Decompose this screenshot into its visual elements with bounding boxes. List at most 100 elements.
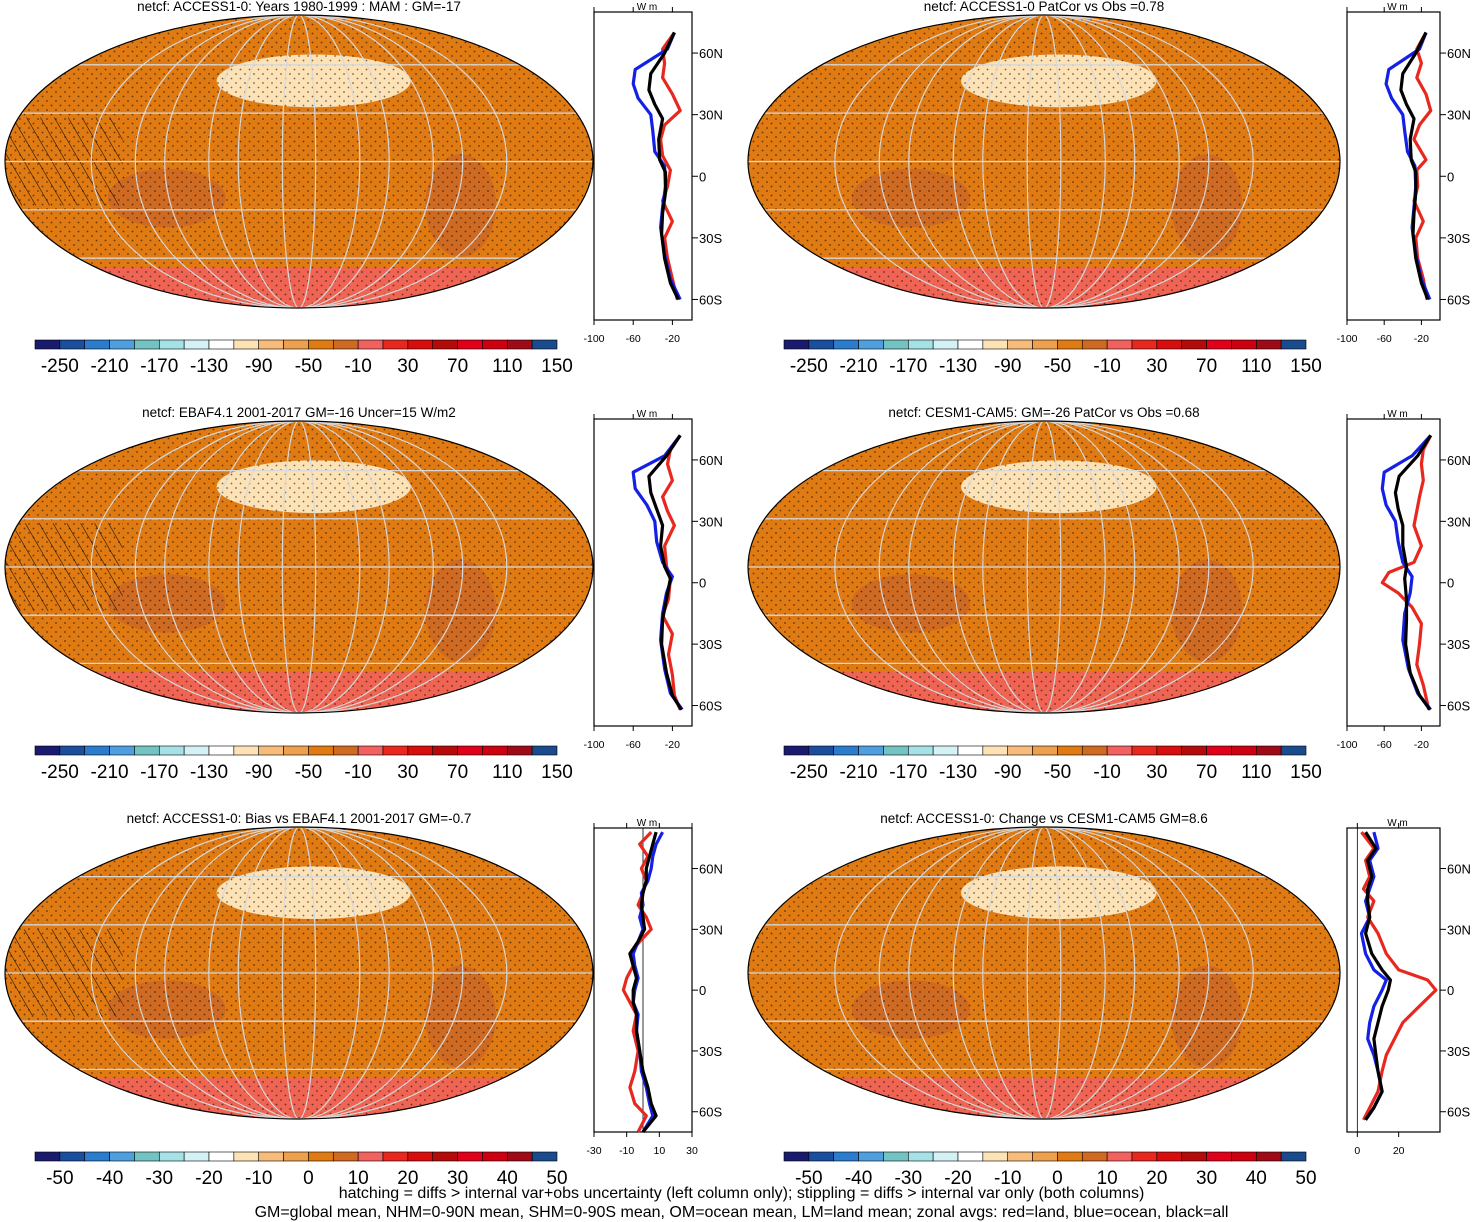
- zonal-ytick-label: 60S: [699, 292, 722, 307]
- graticule-meridian: [134, 15, 464, 308]
- colorbar-swatch: [482, 339, 508, 350]
- colorbar-swatch: [1206, 745, 1232, 756]
- panel-title: netcf: EBAF4.1 2001-2017 GM=-16 Uncer=15…: [142, 405, 456, 420]
- colorbar-swatch: [308, 1151, 334, 1162]
- zonal-xtick-label: -60: [1377, 739, 1392, 751]
- panel-5: netcf: ACCESS1-0: Bias vs EBAF4.1 2001-2…: [4, 811, 723, 1189]
- graticule-meridian: [1026, 15, 1062, 308]
- colorbar-swatch: [357, 1151, 384, 1162]
- colorbar-label: 30: [397, 356, 418, 377]
- colorbar-swatch: [1280, 339, 1307, 350]
- colorbar-swatch: [457, 745, 483, 756]
- zonal-ytick-label: 30N: [1447, 514, 1471, 529]
- graticule-meridian: [281, 421, 317, 713]
- panel-1: netcf: ACCESS1-0: Years 1980-1999 : MAM …: [4, 0, 723, 377]
- colorbar-swatch: [1255, 339, 1282, 350]
- zonal-unit-label: W m: [637, 818, 658, 829]
- zonal-ytick-label: 30S: [699, 637, 722, 652]
- colorbar-label: -10: [1093, 356, 1120, 377]
- colorbar-swatch: [907, 745, 934, 756]
- colorbar-swatch: [134, 745, 160, 756]
- colorbar-swatch: [808, 1151, 835, 1162]
- panel-3: netcf: EBAF4.1 2001-2017 GM=-16 Uncer=15…: [4, 405, 723, 783]
- zonal-series-ocean: [631, 31, 682, 301]
- colorbar-swatch: [109, 339, 135, 350]
- colorbar-swatch: [34, 339, 61, 350]
- colorbar-label: -40: [845, 1168, 872, 1189]
- graticule-meridian: [908, 827, 1180, 1119]
- zonal-ytick-label: 60N: [1447, 453, 1471, 468]
- colorbar-label: 30: [1196, 1168, 1217, 1189]
- colorbar-swatch: [1007, 745, 1033, 756]
- graticule-meridian: [982, 15, 1106, 308]
- zonal-ytick-label: 60S: [1447, 1105, 1470, 1120]
- colorbar-swatch: [233, 745, 260, 756]
- panel-2: netcf: ACCESS1-0 PatCor vs Obs =0.78 -250…: [747, 0, 1471, 377]
- map-border: [4, 826, 594, 1120]
- colorbar-swatch: [858, 745, 884, 756]
- colorbar-label: -130: [939, 356, 977, 377]
- colorbar-label: -10: [344, 762, 371, 783]
- colorbar-swatch: [208, 1151, 235, 1162]
- zonal-unit-label: W m: [1387, 2, 1408, 13]
- colorbar-swatch: [109, 1151, 135, 1162]
- colorbar-swatch: [783, 745, 810, 756]
- colorbar-swatch: [1206, 339, 1232, 350]
- colorbar-swatch: [1231, 1151, 1257, 1162]
- zonal-ytick-label: 30N: [699, 108, 723, 123]
- colorbar-swatch: [457, 1151, 483, 1162]
- graticule-meridian: [134, 421, 464, 713]
- panel-title: netcf: ACCESS1-0: Years 1980-1999 : MAM …: [137, 0, 461, 14]
- zonal-series-all: [1393, 434, 1433, 711]
- panel-title: netcf: ACCESS1-0: Bias vs EBAF4.1 2001-2…: [127, 811, 472, 826]
- colorbar-swatch: [34, 745, 61, 756]
- colorbar-swatch: [482, 1151, 508, 1162]
- colorbar-swatch: [183, 1151, 210, 1162]
- zonal-xtick-label: 30: [686, 1145, 698, 1157]
- zonal-frame: [1346, 11, 1441, 321]
- colorbar-swatch: [982, 745, 1009, 756]
- zonal-ytick-label: 30N: [1447, 108, 1471, 123]
- colorbar-swatch: [531, 339, 558, 350]
- colorbar-label: -50: [46, 1168, 73, 1189]
- zonal-xtick-label: -20: [665, 739, 680, 751]
- colorbar-swatch: [332, 1151, 359, 1162]
- zonal-series-land: [1380, 434, 1433, 710]
- colorbar-label: -10: [994, 1168, 1021, 1189]
- graticule-meridian: [878, 421, 1210, 713]
- colorbar-swatch: [1181, 339, 1207, 350]
- zonal-ytick-label: 60N: [699, 453, 723, 468]
- colorbar-swatch: [1007, 339, 1033, 350]
- colorbar-swatch: [783, 339, 810, 350]
- graticule-meridian: [834, 15, 1254, 308]
- colorbar-swatch: [506, 1151, 533, 1162]
- colorbar-swatch: [308, 339, 334, 350]
- zonal-xtick-label: -60: [626, 739, 641, 751]
- graticule-meridian: [164, 827, 434, 1119]
- colorbar-swatch: [357, 745, 384, 756]
- zonal-ytick-label: 30S: [699, 231, 722, 246]
- zonal-xtick-label: -60: [1377, 333, 1392, 345]
- colorbar-swatch: [308, 745, 334, 756]
- zonal-frame: [1346, 418, 1441, 727]
- colorbar-swatch: [531, 745, 558, 756]
- colorbar-label: 20: [397, 1168, 418, 1189]
- footer-hatching-note: hatching = diffs > internal var+obs unce…: [338, 1185, 1145, 1202]
- zonal-ytick-label: 60S: [1447, 292, 1470, 307]
- colorbar-swatch: [208, 339, 235, 350]
- zonal-ytick-label: 60S: [1447, 699, 1470, 714]
- colorbar-label: -90: [994, 762, 1021, 783]
- colorbar-swatch: [432, 745, 458, 756]
- colorbar-swatch: [1231, 745, 1257, 756]
- graticule-meridian: [982, 827, 1106, 1119]
- zonal-xtick-label: -20: [665, 333, 680, 345]
- zonal-unit-label: W m: [1387, 818, 1408, 829]
- zonal-ytick-label: 60S: [699, 1105, 722, 1120]
- colorbar-label: -250: [41, 356, 79, 377]
- colorbar-swatch: [407, 339, 434, 350]
- colorbar-swatch: [233, 1151, 260, 1162]
- colorbar-label: 10: [1097, 1168, 1118, 1189]
- zonal-series-ocean: [631, 434, 684, 711]
- map-border: [4, 14, 594, 309]
- colorbar-swatch: [1156, 1151, 1183, 1162]
